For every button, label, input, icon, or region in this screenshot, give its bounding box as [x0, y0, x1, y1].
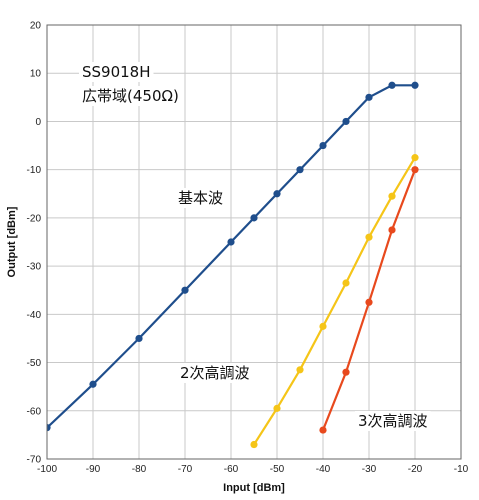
annotation-bg	[355, 411, 431, 431]
data-point	[181, 286, 189, 294]
series-3	[319, 166, 419, 434]
y-tick-label: 0	[35, 117, 41, 128]
x-tick-label: -60	[224, 464, 239, 475]
x-tick-labels: -100 -90 -80 -70 -60 -50 -40 -30 -20 -10	[37, 464, 469, 475]
annotation-bg	[175, 188, 227, 208]
x-tick-label: -20	[408, 464, 423, 475]
plot-frame	[46, 24, 462, 460]
y-tick-label: -30	[27, 262, 42, 273]
data-point	[296, 366, 304, 374]
series-1	[47, 81, 419, 432]
data-point	[365, 233, 373, 241]
y-tick-label: -20	[27, 213, 42, 224]
data-point	[411, 154, 419, 162]
annotation-bg	[79, 62, 154, 82]
annotation-fundamental: 基本波	[178, 189, 223, 207]
y-tick-label: -10	[27, 165, 42, 176]
y-tick-label: -50	[27, 358, 42, 369]
y-tick-labels: 20 10 0 -10 -20 -30 -40 -50 -60 -70	[27, 21, 42, 466]
data-point	[319, 426, 327, 434]
data-point	[273, 190, 281, 198]
data-point	[342, 368, 350, 376]
data-point	[388, 226, 396, 234]
x-tick-label: -50	[270, 464, 285, 475]
data-point	[365, 298, 373, 306]
data-point	[411, 166, 419, 174]
x-axis-label: Input [dBm]	[223, 482, 285, 494]
annotation-bg	[177, 363, 253, 383]
annotation-band: 広帯域(450Ω)	[82, 87, 179, 105]
x-tick-label: -90	[86, 464, 101, 475]
y-tick-label: -70	[27, 455, 42, 466]
data-point	[388, 192, 396, 200]
series-line	[253, 157, 416, 446]
data-point	[47, 424, 51, 432]
annotation-model: SS9018H	[82, 63, 151, 81]
data-point	[250, 440, 258, 449]
data-point	[89, 380, 97, 388]
y-tick-label: -60	[27, 406, 42, 417]
data-point	[342, 279, 350, 287]
x-tick-label: -100	[37, 464, 57, 475]
y-tick-label: -40	[27, 310, 42, 321]
data-point	[296, 166, 304, 174]
data-point	[250, 214, 258, 222]
x-tick-label: -10	[454, 464, 469, 475]
data-point	[342, 117, 350, 126]
data-point	[388, 81, 396, 89]
data-point	[365, 93, 373, 101]
data-point	[227, 238, 235, 246]
x-tick-label: -80	[132, 464, 147, 475]
data-point	[273, 404, 281, 412]
annotation-bg	[79, 86, 182, 106]
x-tick-label: -30	[362, 464, 377, 475]
x-tick-label: -70	[178, 464, 193, 475]
y-tick-label: 20	[30, 21, 42, 32]
data-point	[411, 81, 419, 89]
y-axis-label: Output [dBm]	[6, 206, 18, 277]
series-2	[250, 154, 419, 449]
annotation-3rd-harmonic: 3次高調波	[358, 412, 428, 430]
annotation-2nd-harmonic: 2次高調波	[180, 364, 250, 382]
data-point	[135, 334, 143, 343]
series-layer	[47, 81, 419, 449]
data-point	[319, 322, 327, 330]
x-tick-label: -40	[316, 464, 331, 475]
annotations: SS9018H 広帯域(450Ω) 基本波 2次高調波 3次高調波	[82, 63, 428, 430]
y-tick-label: 10	[30, 69, 42, 80]
annotation-backgrounds	[79, 62, 431, 431]
data-point	[319, 141, 327, 150]
